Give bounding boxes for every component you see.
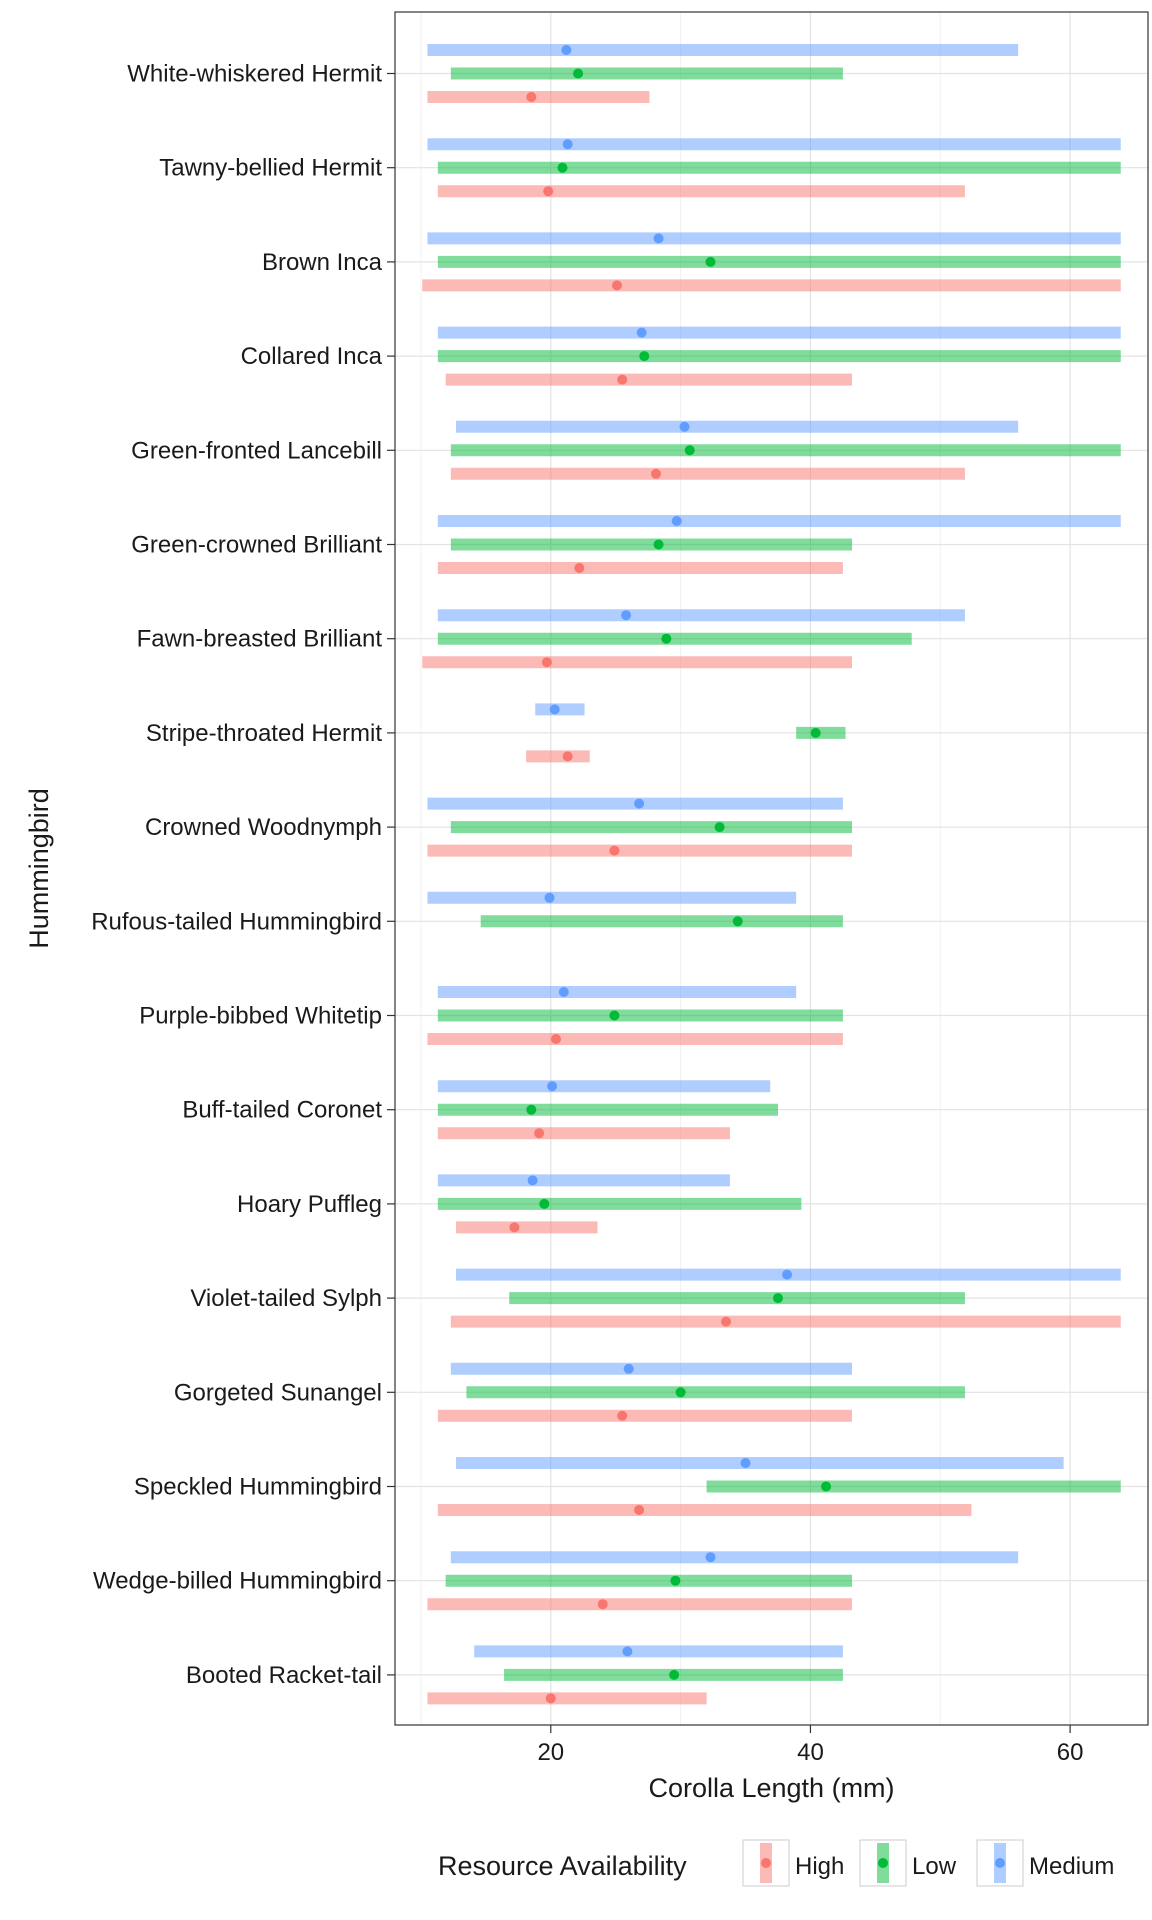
mean-point-low	[661, 633, 672, 644]
mean-point-high	[617, 374, 628, 385]
mean-point-medium	[547, 1081, 558, 1092]
mean-point-high	[609, 845, 620, 856]
mean-point-low	[557, 162, 568, 173]
legend-label: Low	[912, 1853, 957, 1880]
x-tick-label: 60	[1057, 1739, 1084, 1766]
y-tick-label: Hoary Puffleg	[237, 1191, 382, 1218]
y-tick-label: Tawny-bellied Hermit	[159, 155, 382, 182]
legend-key-point	[878, 1858, 888, 1868]
mean-point-medium	[636, 327, 647, 338]
x-tick-label: 40	[797, 1739, 824, 1766]
y-tick-label: Speckled Hummingbird	[134, 1474, 382, 1501]
mean-point-high	[526, 92, 537, 102]
legend-title: Resource Availability	[438, 1851, 687, 1881]
mean-point-high	[612, 280, 623, 291]
mean-point-high	[634, 1505, 645, 1515]
y-tick-label: Green-fronted Lancebill	[131, 437, 382, 464]
mean-point-low	[684, 445, 695, 456]
mean-point-medium	[622, 1646, 633, 1657]
mean-point-medium	[562, 139, 573, 150]
y-tick-label: Stripe-throated Hermit	[146, 720, 382, 747]
mean-point-high	[550, 1034, 561, 1044]
mean-point-medium	[527, 1175, 538, 1186]
mean-point-high	[597, 1599, 608, 1610]
mean-point-medium	[679, 421, 690, 432]
mean-point-high	[617, 1410, 628, 1421]
y-axis: White-whiskered Hermit Tawny-bellied Herm…	[91, 61, 395, 1689]
y-tick-label: Buff-tailed Coronet	[182, 1097, 382, 1124]
mean-point-low	[821, 1481, 832, 1492]
mean-point-medium	[558, 987, 569, 997]
legend-label: Medium	[1029, 1853, 1114, 1880]
mean-point-high	[509, 1222, 520, 1233]
x-axis: 20 40 60	[537, 1725, 1083, 1766]
mean-point-high	[721, 1316, 732, 1327]
mean-point-medium	[623, 1363, 634, 1374]
mean-point-low	[810, 727, 821, 738]
y-tick-label: Purple-bibbed Whitetip	[139, 1003, 382, 1030]
y-tick-label: Green-crowned Brilliant	[131, 532, 382, 559]
y-tick-label: Wedge-billed Hummingbird	[93, 1568, 382, 1595]
mean-point-medium	[782, 1269, 793, 1280]
mean-point-high	[541, 657, 552, 668]
mean-point-medium	[634, 798, 645, 809]
legend-key-point	[995, 1858, 1005, 1868]
mean-point-medium	[705, 1552, 716, 1563]
legend-key-point	[761, 1858, 771, 1868]
mean-point-low	[675, 1387, 686, 1398]
mean-point-medium	[621, 610, 632, 621]
mean-point-low	[539, 1198, 550, 1209]
mean-point-medium	[544, 892, 555, 903]
mean-points	[509, 45, 832, 1704]
mean-point-low	[732, 916, 743, 927]
mean-point-low	[669, 1669, 680, 1680]
y-tick-label: Fawn-breasted Brilliant	[137, 626, 383, 653]
mean-point-high	[650, 468, 661, 479]
mean-point-medium	[671, 516, 682, 526]
mean-point-high	[562, 751, 573, 762]
y-tick-label: Brown Inca	[262, 249, 383, 276]
x-tick-label: 20	[537, 1739, 564, 1766]
mean-point-low	[526, 1104, 537, 1115]
y-tick-label: Rufous-tailed Hummingbird	[91, 908, 382, 935]
y-tick-label: Collared Inca	[241, 343, 383, 370]
mean-point-medium	[653, 233, 664, 244]
mean-point-high	[574, 563, 585, 573]
legend: Resource Availability High Low Medium	[438, 1839, 1114, 1887]
mean-point-high	[543, 186, 554, 197]
x-axis-title: Corolla Length (mm)	[648, 1773, 894, 1803]
mean-point-high	[545, 1693, 556, 1704]
mean-point-low	[639, 351, 650, 362]
mean-point-high	[534, 1128, 545, 1139]
mean-point-low	[705, 256, 716, 267]
mean-point-low	[714, 822, 725, 833]
y-tick-label: Gorgeted Sunangel	[174, 1379, 382, 1406]
mean-point-low	[772, 1293, 783, 1304]
mean-point-medium	[740, 1458, 751, 1468]
y-tick-label: Booted Racket-tail	[186, 1662, 382, 1689]
mean-point-low	[670, 1575, 681, 1586]
y-tick-label: Violet-tailed Sylph	[190, 1285, 382, 1312]
mean-point-medium	[549, 704, 560, 715]
mean-point-medium	[561, 45, 572, 55]
plot-panel-border	[394, 11, 1149, 1726]
mean-point-low	[609, 1010, 620, 1021]
y-tick-label: White-whiskered Hermit	[127, 61, 382, 88]
range-bars	[422, 44, 1121, 1705]
legend-label: High	[795, 1853, 844, 1880]
mean-point-low	[573, 68, 584, 79]
y-tick-label: Crowned Woodnymph	[145, 814, 382, 841]
mean-point-low	[653, 539, 664, 550]
y-axis-title: Hummingbird	[24, 788, 54, 949]
